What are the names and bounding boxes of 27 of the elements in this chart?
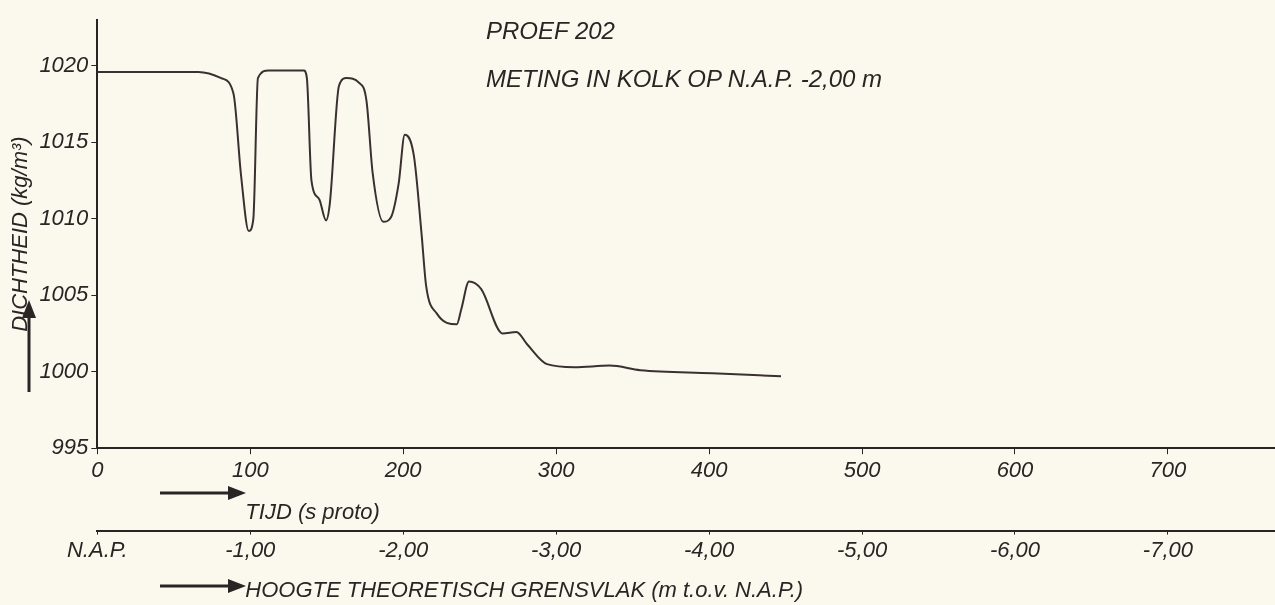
x2-tick-label: -6,00 xyxy=(989,536,1041,562)
x-axis-title: TIJD (s proto) xyxy=(245,498,380,524)
y-tick-label: 1005 xyxy=(39,281,90,307)
x-tick-label: 200 xyxy=(383,456,423,482)
y-tick-label: 995 xyxy=(51,434,90,460)
x-tick-label: 400 xyxy=(690,456,729,482)
y-axis-title: DICHTHEID (kg/m³) xyxy=(7,136,33,332)
text: METING IN KOLK OP N.A.P. -2,00 m xyxy=(485,64,883,92)
x-tick-label: 700 xyxy=(1149,456,1188,482)
x2-tick-label: N.A.P. xyxy=(66,536,128,562)
y-tick-label: 1015 xyxy=(39,128,90,154)
y-tick-label: 1010 xyxy=(39,204,90,230)
x2-tick-label: -4,00 xyxy=(684,536,735,562)
x2-tick-label: -3,00 xyxy=(531,536,582,562)
x-tick-label: 0 xyxy=(91,456,105,482)
chart-title: PROEF 202 xyxy=(485,16,615,44)
x2-tick-label: -2,00 xyxy=(378,536,430,562)
x2-tick-label: -5,00 xyxy=(836,536,888,562)
x-tick-label: 600 xyxy=(996,456,1035,482)
x2-tick-label: -7,00 xyxy=(1142,536,1194,562)
y-tick-label: 1000 xyxy=(39,357,90,383)
x2-tick-label: -1,00 xyxy=(225,536,277,562)
x2-axis-title: HOOGTE THEORETISCH GRENSVLAK (m t.o.v. N.A.P.) xyxy=(245,577,804,602)
y-tick-label: 1020 xyxy=(39,52,90,77)
x-tick-label: 500 xyxy=(843,456,882,482)
x-tick-label: 100 xyxy=(231,456,270,482)
x-tick-label: 300 xyxy=(537,456,576,482)
